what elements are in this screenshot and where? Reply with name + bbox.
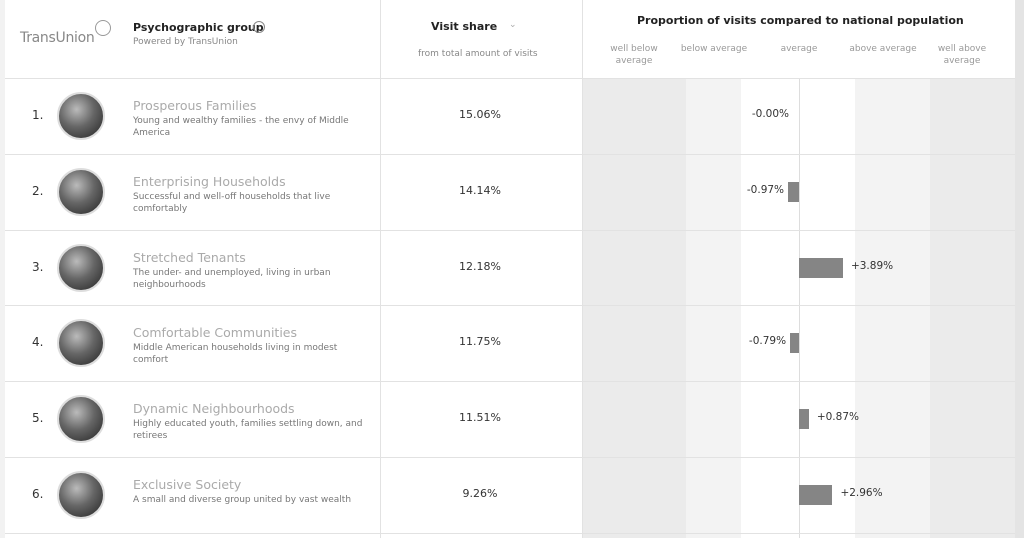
proportion-label: -0.97% [746,183,785,196]
visit-share: 11.51% [459,411,501,425]
proportion-label: +0.87% [816,411,859,424]
logo: TransUnion [20,30,95,46]
avatar [57,167,105,216]
visit-share: 11.75% [459,335,501,349]
row-divider [5,532,1015,534]
band-bg [686,78,741,538]
scrollbar [1015,0,1024,538]
powered-by: Powered by TransUnion [133,37,238,47]
rank: 4. [32,335,44,350]
group-name: Stretched Tenants [133,249,246,265]
info-icon[interactable] [253,21,265,33]
band-bg [582,78,686,538]
rank: 1. [32,107,44,122]
band-label: well above average [937,44,987,66]
band-bg [930,78,1015,538]
col-divider [380,0,381,538]
group-description: A small and diverse group united by vast… [133,495,352,505]
col-divider [582,0,583,538]
proportion-label: +3.89% [850,259,894,272]
sort-icon[interactable]: ⌄ [509,20,517,30]
row-divider [5,381,1015,383]
row-divider [5,229,1015,231]
visit-share-title[interactable]: Visit share [431,20,498,33]
proportion-label: -0.79% [748,335,787,348]
band-bg [855,78,930,538]
visit-share: 15.06% [459,107,501,121]
group-description: Highly educated youth, families settling… [133,419,363,442]
logo-icon [95,20,111,36]
visit-share: 12.18% [459,259,501,273]
left-gutter [0,0,5,538]
visit-share: 9.26% [462,486,498,500]
rank: 3. [32,259,44,274]
proportion-bar [799,409,809,430]
avatar [57,243,105,292]
group-title: Psychographic group [133,21,264,34]
visit-share-sub: from total amount of visits [418,49,538,59]
avatar [57,91,105,140]
rank: 2. [32,183,44,198]
visit-share: 14.14% [459,183,501,197]
rank: 6. [32,486,44,501]
proportion-bar [790,333,799,354]
group-description: Middle American households living in mod… [133,343,338,366]
avatar [57,395,105,444]
proportion-title[interactable]: Proportion of visits compared to nationa… [637,14,964,27]
avatar [57,470,105,519]
band-label: well below average [610,44,658,66]
row-divider [5,457,1015,458]
group-name: Enterprising Households [133,173,286,189]
group-name: Prosperous Families [133,98,257,113]
band-label: above average [849,44,917,54]
band-label: below average [680,44,748,54]
group-description: The under- and unemployed, living in urb… [133,267,331,290]
row-divider [5,305,1015,307]
row-divider [5,78,1015,79]
band-label: average [780,44,818,54]
group-description: Young and wealthy families - the envy of… [133,116,349,138]
group-name: Dynamic Neighbourhoods [133,401,295,417]
group-description: Successful and well-off households that … [133,191,331,214]
proportion-bar [799,257,843,278]
average-line [799,78,800,538]
row-divider [5,153,1015,155]
proportion-bar [788,181,799,202]
group-name: Exclusive Society [133,477,242,492]
avatar [57,319,105,368]
proportion-label: -0.00% [751,107,789,120]
proportion-label: +2.96% [840,486,883,499]
proportion-bar [799,484,833,505]
group-name: Comfortable Communities [133,325,297,341]
rank: 5. [32,411,44,426]
